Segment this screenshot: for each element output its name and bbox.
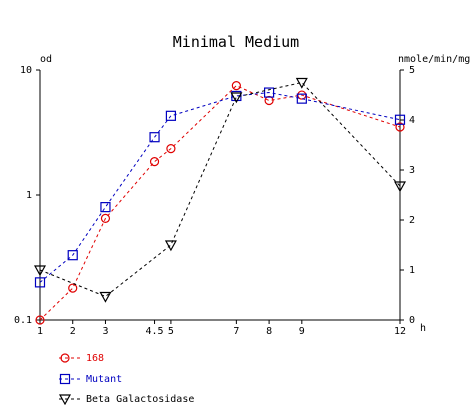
left-axis-ticks: 0.1 1 10 bbox=[14, 65, 40, 326]
data-point bbox=[33, 265, 47, 277]
x-tick-label: 2 bbox=[70, 326, 76, 337]
x-tick-label: 4.5 bbox=[146, 326, 164, 337]
left-axis-label: od bbox=[40, 54, 52, 65]
left-tick-label: 1 bbox=[26, 190, 32, 201]
data-point bbox=[35, 315, 45, 325]
legend-label: Beta Galactosidase bbox=[86, 394, 194, 405]
right-tick-label: 3 bbox=[409, 165, 415, 176]
series-line bbox=[39, 81, 401, 298]
right-tick-label: 1 bbox=[409, 265, 415, 276]
data-point bbox=[231, 81, 241, 91]
data-point bbox=[149, 157, 160, 167]
x-tick-label: 3 bbox=[102, 326, 108, 337]
data-point bbox=[164, 240, 177, 252]
legend-item: 168 bbox=[59, 353, 104, 364]
series-layer bbox=[33, 77, 407, 325]
series-1 bbox=[35, 81, 405, 325]
x-ticks: 1 2 3 4.5 5 7 8 9 12 bbox=[37, 320, 406, 337]
data-point bbox=[263, 87, 275, 98]
data-point bbox=[165, 110, 177, 121]
data-point bbox=[395, 122, 405, 132]
series-3 bbox=[33, 77, 407, 303]
legend: 168 Mutant Beta Galactosidase bbox=[58, 353, 194, 405]
left-tick-label: 10 bbox=[20, 65, 32, 76]
data-point bbox=[100, 213, 111, 223]
x-tick-label: 1 bbox=[37, 326, 43, 337]
data-point bbox=[295, 77, 308, 89]
series-line bbox=[39, 92, 401, 283]
chart-title: Minimal Medium bbox=[173, 33, 299, 51]
x-tick-label: 12 bbox=[394, 326, 406, 337]
left-tick-label: 0.1 bbox=[14, 315, 32, 326]
data-point bbox=[230, 92, 243, 104]
x-tick-label: 8 bbox=[266, 326, 272, 337]
x-axis-label: h bbox=[420, 323, 426, 334]
x-tick-label: 7 bbox=[233, 326, 239, 337]
x-tick-label: 9 bbox=[299, 326, 305, 337]
legend-item: Mutant bbox=[59, 373, 122, 385]
right-axis-ticks: 0 1 2 3 4 5 bbox=[400, 65, 415, 326]
x-tick-label: 5 bbox=[168, 326, 174, 337]
right-axis-label: nmole/min/mg bbox=[398, 54, 470, 65]
data-point bbox=[99, 291, 112, 303]
data-point bbox=[393, 181, 407, 193]
right-tick-label: 4 bbox=[409, 115, 415, 126]
legend-label: Mutant bbox=[86, 374, 122, 385]
data-point bbox=[394, 114, 406, 125]
right-tick-label: 0 bbox=[409, 315, 415, 326]
data-point bbox=[100, 202, 111, 213]
series-2 bbox=[34, 87, 406, 288]
series-line bbox=[39, 85, 401, 321]
right-tick-label: 5 bbox=[409, 65, 415, 76]
legend-marker bbox=[59, 373, 71, 385]
legend-label: 168 bbox=[86, 353, 104, 364]
legend-marker bbox=[58, 394, 72, 405]
data-point bbox=[149, 132, 160, 143]
data-point bbox=[296, 93, 307, 104]
data-point bbox=[34, 277, 46, 288]
data-point bbox=[166, 144, 176, 154]
legend-marker bbox=[60, 353, 70, 363]
right-tick-label: 2 bbox=[409, 215, 415, 226]
data-point bbox=[67, 250, 78, 261]
data-point bbox=[68, 283, 78, 293]
legend-item: Beta Galactosidase bbox=[58, 394, 194, 405]
